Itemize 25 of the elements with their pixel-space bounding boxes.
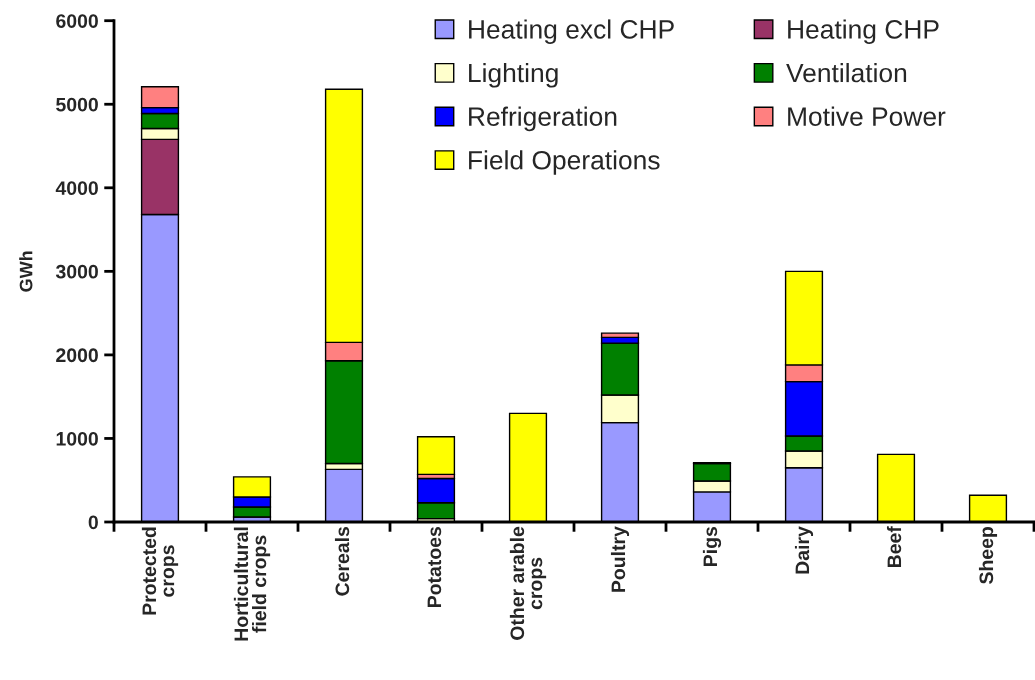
x-tick-label: Poultry xyxy=(610,526,630,592)
x-tick-label: Sheep xyxy=(978,526,998,584)
x-tick-label: Protected crops xyxy=(141,527,179,615)
legend-label: Heating excl CHP xyxy=(469,19,674,44)
legend-label: Field Operations xyxy=(469,150,660,175)
x-tick-label: Potatoes xyxy=(427,526,442,607)
x-tick-label: Cereals xyxy=(334,526,350,596)
bar xyxy=(416,436,456,476)
legend-label: Motive Power xyxy=(788,106,946,126)
y-tick-label: 1000 xyxy=(56,431,98,446)
x-tick-label: Other arable crops xyxy=(509,526,547,640)
y-tick-label: 0 xyxy=(88,515,98,530)
y-tick-label: 3000 xyxy=(55,264,98,279)
legend-label: Ventilation xyxy=(786,62,907,83)
x-tick-label: Dairy xyxy=(794,526,814,574)
legend-label: Lighting xyxy=(469,62,558,88)
x-tick-label: Beef xyxy=(886,526,902,568)
y-tick-label: 4000 xyxy=(55,181,98,196)
y-tick-label: 6000 xyxy=(56,14,98,28)
y-axis-title: GWh xyxy=(19,251,33,292)
y-tick-label: 5000 xyxy=(56,97,98,112)
y-tick-label: 2000 xyxy=(56,348,98,363)
legend-label: Heating CHP xyxy=(788,19,939,44)
x-tick-label: Pigs xyxy=(702,526,722,566)
legend-label: Refrigeration xyxy=(469,106,617,132)
